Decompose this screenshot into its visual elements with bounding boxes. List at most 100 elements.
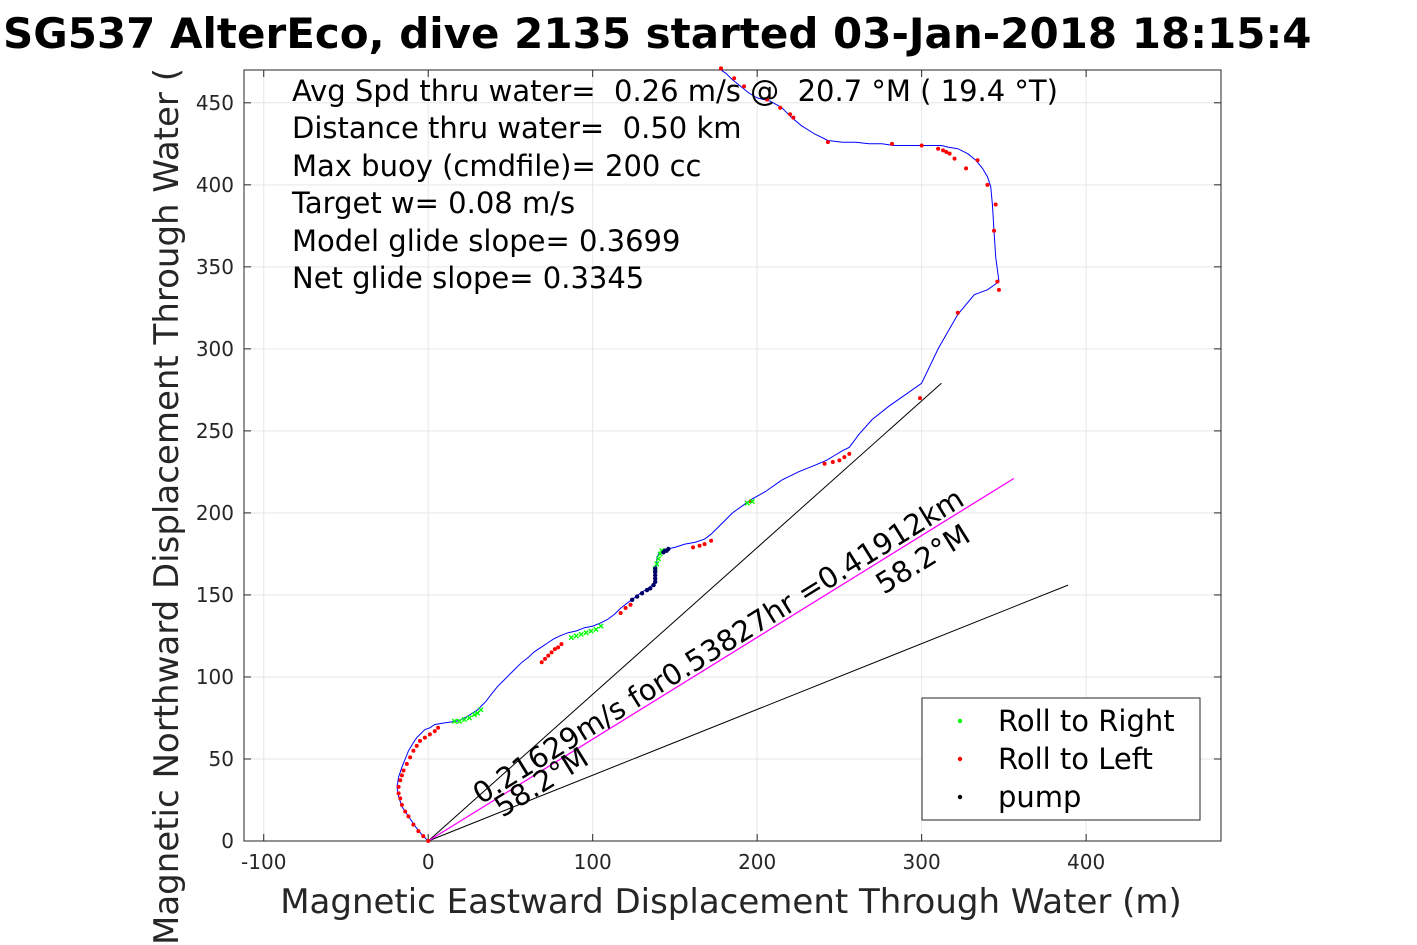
roll-right-point	[655, 556, 662, 562]
roll-left-point	[985, 182, 990, 187]
roll-left-point	[398, 796, 403, 801]
roll-left-point	[542, 656, 547, 661]
roll-left-point	[718, 66, 723, 71]
roll-left-point	[732, 76, 737, 81]
roll-right-point	[583, 629, 589, 636]
pump-point	[652, 573, 658, 578]
pump-point	[629, 597, 635, 603]
roll-left-point	[825, 140, 830, 145]
roll-right-point	[744, 500, 750, 506]
roll-left-point	[628, 602, 633, 607]
y-tick-label: 50	[209, 747, 234, 771]
pump-point	[634, 594, 640, 599]
roll-left-point	[709, 538, 714, 543]
y-tick-label: 300	[196, 337, 234, 361]
y-tick-label: 250	[196, 419, 234, 443]
roll-right-point	[451, 718, 458, 724]
roll-left-point	[396, 784, 401, 789]
legend: Roll to Right Roll to Left pump	[921, 697, 1201, 821]
markers-layer	[396, 66, 1001, 843]
summary-avg-speed: Avg Spd thru water= 0.26 m/s @ 20.7 °M (…	[292, 74, 1058, 108]
roll-left-point	[788, 112, 793, 117]
x-tick-label: 300	[903, 850, 941, 874]
roll-left-point	[941, 148, 946, 153]
pump-point	[666, 546, 671, 552]
roll-left-point	[691, 545, 696, 550]
roll-left-point	[837, 458, 842, 463]
y-tick-label: 200	[196, 501, 234, 525]
roll-left-point	[411, 822, 416, 827]
roll-left-point	[618, 610, 623, 615]
pump-point	[651, 582, 656, 588]
roll-left-point	[403, 809, 408, 814]
legend-box	[921, 697, 1201, 821]
y-tick-label: 150	[196, 583, 234, 607]
roll-left-point	[623, 606, 628, 611]
legend-pump-label: pump	[998, 780, 1081, 814]
summary-net-glide-slope: Net glide slope= 0.3345	[292, 261, 644, 295]
roll-left-point	[398, 778, 403, 783]
roll-left-point	[842, 455, 847, 460]
roll-left-point	[417, 738, 422, 743]
roll-left-point	[426, 839, 431, 843]
pump-point	[652, 569, 658, 575]
roll-left-point	[992, 228, 997, 233]
summary-target-w: Target w= 0.08 m/s	[291, 186, 575, 220]
roll-right-point	[461, 716, 468, 723]
roll-left-point	[936, 146, 941, 151]
x-tick-label: 0	[422, 850, 435, 874]
x-tick-label: 200	[738, 850, 776, 874]
y-tick-label: 100	[196, 665, 234, 689]
model-glide-line	[427, 382, 942, 842]
roll-right-point	[593, 626, 599, 633]
roll-left-point	[822, 461, 827, 466]
legend-roll-right-label: Roll to Right	[998, 704, 1175, 738]
roll-left-point	[411, 748, 416, 753]
y-tick-label: 0	[221, 829, 234, 853]
y-tick-label: 450	[196, 91, 234, 115]
summary-max-buoy: Max buoy (cmdfile)= 200 cc	[292, 149, 701, 183]
roll-left-point	[702, 542, 707, 547]
roll-right-point	[749, 498, 755, 505]
mean-velocity-line	[427, 477, 1015, 842]
roll-left-point	[421, 834, 426, 839]
roll-right-point	[573, 633, 579, 639]
roll-right-point	[456, 718, 463, 724]
roll-left-point	[952, 156, 957, 161]
roll-right-point	[568, 634, 575, 641]
roll-left-point	[791, 115, 796, 120]
roll-left-point	[436, 725, 441, 730]
y-axis-label: Magnetic Northward Displacement Through …	[147, 68, 187, 945]
pump-point	[639, 591, 645, 596]
roll-left-point	[556, 645, 561, 650]
roll-left-point	[830, 460, 835, 465]
roll-left-point	[847, 451, 852, 456]
roll-left-point	[414, 743, 419, 748]
roll-left-point	[993, 202, 998, 207]
roll-right-point	[588, 628, 594, 634]
legend-roll-left-label: Roll to Left	[998, 742, 1153, 776]
pump-point	[648, 586, 653, 591]
roll-left-point	[742, 84, 747, 89]
legend-roll-left-swatch	[957, 756, 963, 762]
roll-left-point	[919, 143, 924, 148]
roll-left-point	[408, 755, 413, 760]
y-tick-label: 350	[196, 255, 234, 279]
roll-left-point	[416, 829, 421, 834]
pump-point	[652, 566, 658, 571]
roll-right-point	[471, 711, 477, 718]
roll-left-point	[427, 732, 432, 737]
roll-left-point	[918, 396, 923, 401]
roll-left-point	[401, 768, 406, 773]
roll-left-point	[890, 141, 895, 146]
roll-right-point	[598, 623, 604, 629]
pump-point	[644, 587, 650, 593]
summary-model-glide-slope: Model glide slope= 0.3699	[292, 224, 680, 258]
roll-right-point	[466, 715, 473, 721]
y-tick-label: 400	[196, 173, 234, 197]
plot-frame	[243, 69, 1222, 842]
roll-left-point	[396, 791, 401, 796]
roll-right-point	[578, 631, 584, 638]
roll-left-point	[552, 647, 557, 652]
